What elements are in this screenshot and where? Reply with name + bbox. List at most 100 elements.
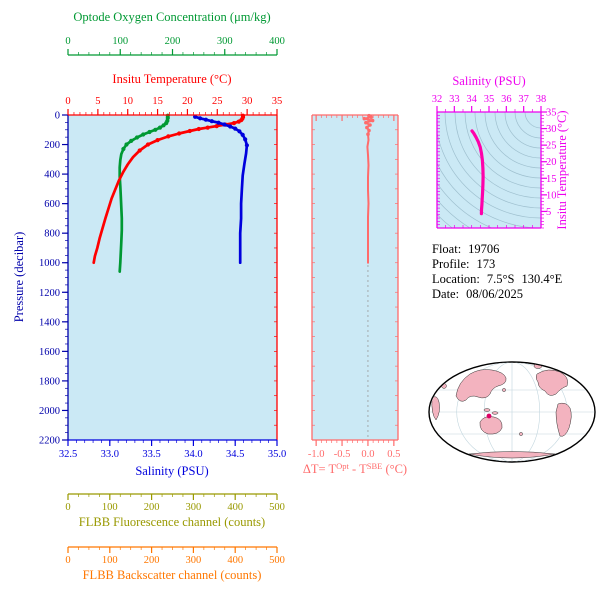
main-plot-axes: 0200400600800100012001400160018002000220… [39, 36, 286, 566]
ts-temperature-axis-title: Insitu Temperature (°C) [555, 110, 569, 229]
svg-text:15: 15 [546, 174, 557, 185]
float-info: Float: 19706 Profile: 173 Location: 7.5°S 13… [432, 242, 563, 301]
svg-text:10: 10 [546, 190, 557, 201]
profile-line: Profile: 173 [432, 257, 495, 271]
svg-text:35: 35 [484, 94, 495, 105]
svg-text:32: 32 [432, 94, 443, 105]
svg-text:800: 800 [44, 229, 60, 240]
continent-africa [431, 396, 440, 421]
continent-antarctica [468, 451, 556, 459]
svg-text:36: 36 [501, 94, 512, 105]
svg-text:20: 20 [546, 157, 557, 168]
svg-text:20: 20 [182, 96, 193, 107]
svg-text:25: 25 [212, 96, 223, 107]
continent-north-america [535, 369, 568, 396]
backscatter-axis-title: FLBB Backscatter channel (counts) [83, 568, 262, 582]
svg-text:32.5: 32.5 [59, 449, 77, 460]
svg-text:1000: 1000 [39, 258, 60, 269]
continent-australia [479, 416, 503, 435]
oxygen-axis-title: Optode Oxygen Concentration (μm/kg) [73, 10, 270, 24]
svg-text:200: 200 [144, 555, 160, 566]
svg-text:33.5: 33.5 [142, 449, 160, 460]
svg-text:400: 400 [227, 555, 243, 566]
svg-text:500: 500 [269, 502, 285, 513]
fluorescence-axis-title: FLBB Fluorescence channel (counts) [79, 515, 265, 529]
svg-text:0: 0 [65, 555, 70, 566]
delta-plot-layer: -1.0 -0.5 0.0 0.5 [308, 113, 400, 460]
pressure-axis-title: Pressure (decibar) [12, 232, 26, 323]
temperature-axis-title: Insitu Temperature (°C) [112, 72, 231, 86]
svg-text:-0.5: -0.5 [334, 449, 351, 460]
ts-diagram-plot: 32 33 34 35 36 37 38 5 10 15 20 25 30 35 Salinity (PS… [432, 74, 569, 230]
svg-text:10: 10 [122, 96, 133, 107]
svg-text:400: 400 [269, 36, 285, 47]
continent-eurasia [455, 369, 507, 402]
world-map [428, 361, 596, 463]
location-line: Location: 7.5°S 130.4°E [432, 272, 563, 286]
ts-plot-axes: 32 33 34 35 36 37 38 5 10 15 20 25 30 35 [432, 94, 557, 229]
svg-text:0: 0 [55, 111, 60, 122]
svg-text:100: 100 [102, 555, 118, 566]
svg-text:34: 34 [466, 94, 477, 105]
date-line: Date: 08/06/2025 [432, 287, 523, 301]
svg-text:1200: 1200 [39, 288, 60, 299]
main-plot-area [68, 115, 277, 440]
svg-text:200: 200 [44, 140, 60, 151]
continent-south-america [555, 402, 572, 437]
svg-text:400: 400 [227, 502, 243, 513]
islands-indonesia-2 [491, 411, 499, 415]
svg-text:2200: 2200 [39, 436, 60, 447]
svg-text:5: 5 [95, 96, 100, 107]
salinity-axis-title: Salinity (PSU) [135, 464, 208, 478]
svg-text:200: 200 [144, 502, 160, 513]
svg-text:30: 30 [546, 124, 557, 135]
svg-text:35: 35 [546, 108, 557, 119]
svg-text:30: 30 [242, 96, 253, 107]
svg-text:300: 300 [217, 36, 233, 47]
svg-text:37: 37 [518, 94, 529, 105]
ts-salinity-axis-title: Salinity (PSU) [452, 74, 525, 88]
svg-text:1400: 1400 [39, 317, 60, 328]
float-position-marker [486, 413, 492, 419]
svg-text:600: 600 [44, 199, 60, 210]
ts-plot-layer: 32 33 34 35 36 37 38 5 10 15 20 25 30 35 [432, 94, 557, 229]
svg-text:35.0: 35.0 [268, 449, 286, 460]
svg-text:-1.0: -1.0 [308, 449, 325, 460]
svg-text:33.0: 33.0 [101, 449, 119, 460]
svg-text:0: 0 [65, 502, 70, 513]
svg-text:2000: 2000 [39, 406, 60, 417]
island-japan [502, 388, 506, 392]
svg-text:1600: 1600 [39, 347, 60, 358]
svg-text:34.0: 34.0 [184, 449, 202, 460]
delta-t-plot: -1.0 -0.5 0.0 0.5 ΔT= TOpt - TSBE (°C) [303, 113, 407, 476]
ts-curve [470, 129, 485, 216]
main-plot-layer: 0200400600800100012001400160018002000220… [39, 36, 286, 566]
svg-text:0: 0 [65, 96, 70, 107]
svg-text:500: 500 [269, 555, 285, 566]
svg-text:1800: 1800 [39, 376, 60, 387]
svg-text:0.0: 0.0 [361, 449, 374, 460]
svg-text:300: 300 [186, 555, 202, 566]
svg-text:0.5: 0.5 [387, 449, 400, 460]
delta-plot-axes: -1.0 -0.5 0.0 0.5 [308, 114, 400, 460]
island-new-zealand [519, 432, 523, 436]
svg-text:100: 100 [102, 502, 118, 513]
svg-text:15: 15 [152, 96, 163, 107]
svg-text:35: 35 [272, 96, 283, 107]
delta-t-axis-title: ΔT= TOpt - TSBE (°C) [303, 461, 407, 476]
svg-text:38: 38 [536, 94, 547, 105]
svg-text:300: 300 [186, 502, 202, 513]
svg-text:400: 400 [44, 170, 60, 181]
svg-text:100: 100 [112, 36, 128, 47]
islands-indonesia [483, 408, 491, 412]
delta-plot-area [312, 115, 398, 440]
svg-text:34.5: 34.5 [226, 449, 244, 460]
svg-text:25: 25 [546, 141, 557, 152]
main-profile-plot: 0200400600800100012001400160018002000220… [12, 10, 286, 582]
svg-text:200: 200 [165, 36, 181, 47]
float-line: Float: 19706 [432, 242, 499, 256]
svg-text:0: 0 [65, 36, 70, 47]
svg-text:33: 33 [449, 94, 460, 105]
